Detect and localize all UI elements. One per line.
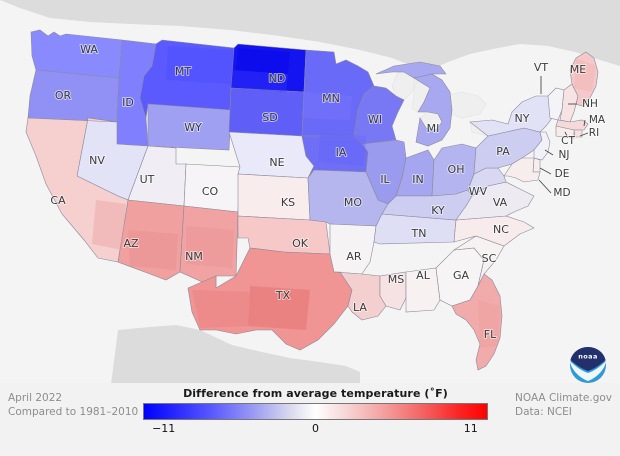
state-label-MD: MD [553,187,570,199]
state-label-NC: NC [493,223,509,236]
state-label-KY: KY [431,204,445,217]
state-label-NJ: NJ [559,149,570,161]
state-label-IL: IL [380,173,390,186]
state-label-NV: NV [89,154,105,167]
state-label-CA: CA [50,194,66,207]
state-label-OK: OK [292,237,309,250]
state-WI [353,85,405,145]
leader-MA [583,119,586,127]
state-NJ [533,131,551,161]
map-canvas: WA OR ID MT WY ND SD MN WI IA NE NV UT C… [0,0,620,383]
state-label-UT: UT [140,173,155,186]
leader-CT [564,131,568,137]
state-label-MT: MT [175,65,191,78]
state-WA [30,29,123,79]
state-label-ID: ID [122,96,134,109]
state-label-WV: WV [469,185,488,198]
state-label-MS: MS [388,273,404,286]
state-label-MA: MA [589,114,606,126]
mexico-landmass [111,325,360,383]
state-label-IA: IA [336,146,347,159]
state-MT [139,39,235,119]
legend: Difference from average temperature (˚F)… [143,387,488,438]
state-label-CO: CO [202,185,219,198]
state-label-GA: GA [453,269,470,282]
leader-RI [579,132,589,137]
state-label-ND: ND [269,72,286,85]
state-label-CT: CT [561,135,575,147]
noaa-logo: noaa [570,347,606,383]
source-climate-gov: NOAA Climate.gov [515,392,612,404]
us-temperature-anomaly-map: WA OR ID MT WY ND SD MN WI IA NE NV UT C… [0,0,620,383]
state-TX [187,247,353,351]
caption-left: April 2022 Compared to 1981–2010 [8,391,138,419]
state-MI-upper [375,61,447,79]
state-label-NM: NM [185,250,203,263]
state-label-SD: SD [262,111,277,124]
state-MD [503,157,541,183]
state-LA [333,271,387,321]
state-FL [451,273,503,371]
state-CA [25,117,129,263]
state-label-SC: SC [482,252,497,265]
canada-landmass [0,0,620,70]
label-leader-lines [538,76,589,194]
state-ME [569,51,599,107]
state-label-NY: NY [515,112,530,125]
legend-tick-max: 11 [463,422,478,435]
leader-NJ [544,149,554,156]
caption-baseline: Compared to 1981–2010 [8,406,139,418]
state-label-OH: OH [448,163,465,176]
noaa-logo-text: noaa [578,353,597,361]
state-label-WA: WA [80,43,98,56]
state-label-PA: PA [496,145,510,158]
state-label-AL: AL [416,269,431,282]
state-label-DE: DE [555,168,570,180]
legend-title: Difference from average temperature (˚F) [183,387,448,400]
state-label-WI: WI [368,113,382,126]
state-labels: WA OR ID MT WY ND SD MN WI IA NE NV UT C… [49,42,607,342]
state-label-VT: VT [534,61,549,74]
state-OR [27,69,120,123]
source-data-ncei: Data: NCEI [515,406,572,418]
state-KS [237,173,311,221]
state-RI [573,129,583,138]
caption-period: April 2022 [8,392,63,404]
map-geography: WA OR ID MT WY ND SD MN WI IA NE NV UT C… [0,0,620,383]
state-label-LA: LA [353,301,367,314]
state-label-MO: MO [344,196,362,209]
state-label-WY: WY [184,121,202,134]
state-label-MI: MI [427,122,440,135]
state-label-KS: KS [281,196,295,209]
state-label-NH: NH [582,98,598,110]
state-label-OR: OR [55,89,72,102]
state-NE [228,131,315,179]
state-label-AR: AR [346,250,362,263]
noaa-logo-inner-circle [570,347,606,371]
state-label-IN: IN [412,173,423,186]
noaa-seagull-icon [570,361,606,381]
state-label-AZ: AZ [123,237,139,250]
state-label-RI: RI [589,127,599,139]
legend-tick-mid: 0 [312,422,319,435]
map-footer: April 2022 Compared to 1981–2010 Differe… [0,383,620,456]
state-MI [413,73,453,147]
state-label-TX: TX [275,289,291,302]
state-label-VA: VA [493,196,508,209]
legend-colorbar [143,403,488,420]
caption-right: NOAA Climate.gov Data: NCEI [515,391,612,419]
state-WY [147,103,232,151]
anomaly-texture [92,46,596,348]
legend-ticks: −11 0 11 [143,422,488,438]
state-label-ME: ME [570,63,586,76]
leader-MD [538,179,552,194]
leader-DE [539,167,552,175]
legend-tick-min: −11 [152,422,176,435]
state-label-FL: FL [484,328,497,341]
state-label-TN: TN [411,227,427,240]
state-label-NE: NE [269,156,284,169]
state-label-MN: MN [322,92,340,105]
